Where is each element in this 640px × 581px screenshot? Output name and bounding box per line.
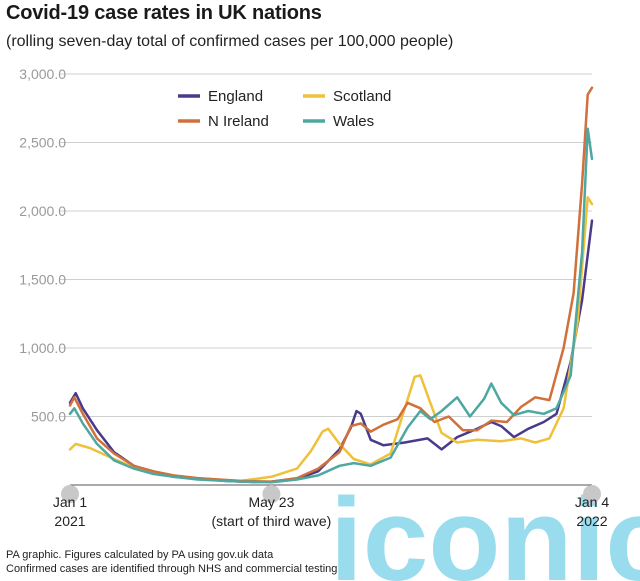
testing-note: Confirmed cases are identified through N…: [6, 563, 338, 575]
x-tick-label: Jan 1: [53, 494, 87, 510]
x-tick-label: (start of third wave): [212, 513, 332, 529]
x-tick-label: 2022: [576, 513, 607, 529]
y-tick-label: 1,000.0: [19, 340, 66, 356]
legend-label: N Ireland: [208, 113, 269, 130]
y-tick-label: 2,000.0: [19, 203, 66, 219]
legend-label: Scotland: [333, 88, 391, 105]
x-tick-marker: [262, 485, 281, 503]
x-tick-label: 2021: [54, 513, 85, 529]
series-line-scotland: [68, 196, 594, 483]
legend-label: Wales: [333, 113, 374, 130]
x-tick-label: May 23: [248, 494, 294, 510]
chart-title: Covid-19 case rates in UK nations: [6, 2, 322, 24]
y-tick-label: 3,000.0: [19, 66, 66, 82]
y-tick-label: 500.0: [31, 409, 66, 425]
source-note: PA graphic. Figures calculated by PA usi…: [6, 549, 274, 561]
series-line-wales: [68, 127, 594, 484]
y-tick-label: 1,500.0: [19, 272, 66, 288]
y-tick-label: 2,500.0: [19, 135, 66, 151]
series-line-n-ireland: [68, 86, 594, 483]
x-tick-marker: [583, 485, 601, 503]
x-tick-marker: [61, 485, 79, 503]
series-line-england: [68, 219, 594, 484]
x-tick-label: Jan 4: [575, 494, 609, 510]
chart-subtitle: (rolling seven-day total of confirmed ca…: [6, 33, 454, 50]
legend-label: England: [208, 88, 263, 105]
